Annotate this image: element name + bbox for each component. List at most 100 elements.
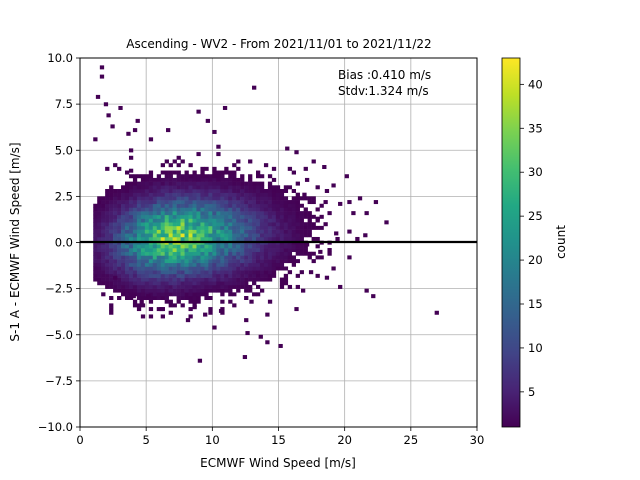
heatmap-cell [93, 203, 98, 208]
heatmap-cell [287, 214, 293, 219]
heatmap-cell [267, 248, 273, 253]
heatmap-cell [200, 177, 205, 182]
heatmap-cell [192, 196, 197, 201]
heatmap-cell [271, 200, 277, 205]
heatmap-cell [109, 296, 114, 300]
heatmap-cell [113, 251, 118, 256]
heatmap-cell [263, 207, 269, 212]
heatmap-cell [156, 200, 162, 205]
heatmap-cell [121, 273, 126, 278]
heatmap-cell [128, 270, 134, 275]
heatmap-cell [192, 236, 197, 241]
heatmap-cell [216, 185, 221, 190]
heatmap-cell [204, 270, 209, 275]
heatmap-cell [124, 170, 130, 175]
heatmap-cell [204, 255, 209, 260]
heatmap-cell [97, 196, 102, 201]
heatmap-cell [200, 214, 205, 219]
heatmap-cell [184, 225, 189, 230]
heatmap-cell [172, 251, 177, 256]
heatmap-cell [144, 244, 150, 249]
heatmap-cell [283, 203, 289, 208]
heatmap-cell [132, 277, 138, 282]
heatmap-cell [252, 211, 257, 216]
heatmap-cell [275, 255, 281, 260]
heatmap-cell [136, 277, 142, 282]
heatmap-cell [232, 270, 237, 275]
heatmap-cell [148, 288, 154, 293]
heatmap-cell [188, 314, 193, 319]
heatmap-cell [140, 181, 146, 186]
heatmap-cell [275, 259, 281, 264]
heatmap-cell [156, 188, 162, 193]
heatmap-cell [275, 233, 281, 238]
heatmap-cell [105, 166, 110, 171]
heatmap-cell [140, 211, 146, 216]
heatmap-cell [124, 207, 130, 212]
heatmap-cell [295, 236, 300, 241]
heatmap-cell [287, 248, 293, 253]
heatmap-cell [180, 200, 185, 205]
heatmap-outlier-cell [205, 118, 210, 123]
heatmap-cell [228, 277, 233, 282]
heatmap-cell [121, 211, 126, 216]
heatmap-cell [204, 196, 209, 201]
heatmap-cell [240, 270, 245, 275]
heatmap-cell [188, 273, 193, 278]
heatmap-outlier-cell [371, 294, 376, 299]
heatmap-cell [248, 177, 253, 182]
heatmap-cell [204, 288, 209, 293]
heatmap-cell [283, 218, 289, 223]
heatmap-cell [236, 266, 241, 271]
heatmap-cell [180, 196, 185, 201]
heatmap-cell [271, 207, 277, 212]
heatmap-cell [124, 288, 130, 293]
heatmap-cell [236, 177, 241, 182]
heatmap-cell [236, 203, 241, 208]
heatmap-cell [220, 214, 225, 219]
heatmap-cell [267, 200, 273, 205]
heatmap-cell [212, 251, 217, 256]
heatmap-cell [228, 255, 233, 260]
heatmap-cell [144, 207, 150, 212]
heatmap-cell [117, 259, 122, 264]
heatmap-cell [109, 277, 114, 282]
heatmap-cell [204, 207, 209, 212]
heatmap-cell [164, 255, 169, 260]
heatmap-cell [295, 211, 300, 216]
heatmap-cell [164, 292, 169, 297]
heatmap-cell [299, 270, 304, 275]
heatmap-cell [355, 236, 360, 241]
heatmap-cell [124, 211, 130, 216]
heatmap-cell [93, 222, 98, 227]
heatmap-cell [228, 211, 233, 216]
heatmap-cell [164, 174, 169, 179]
heatmap-cell [283, 233, 289, 238]
stdv-annotation: Stdv:1.324 m/s [338, 84, 429, 98]
heatmap-cell [101, 277, 106, 282]
heatmap-cell [180, 185, 185, 190]
heatmap-cell [136, 288, 142, 293]
heatmap-cell [279, 211, 285, 216]
heatmap-cell [236, 229, 241, 234]
heatmap-cell [291, 203, 297, 208]
heatmap-cell [148, 299, 154, 304]
heatmap-cell [121, 281, 126, 286]
heatmap-cell [216, 255, 221, 260]
heatmap-cell [291, 233, 297, 238]
heatmap-cell [156, 192, 162, 197]
heatmap-outlier-cell [364, 211, 369, 216]
heatmap-cell [220, 170, 225, 175]
heatmap-cell [204, 244, 209, 249]
heatmap-cell [291, 244, 297, 249]
heatmap-cell [101, 270, 106, 275]
heatmap-cell [160, 196, 165, 201]
heatmap-cell [180, 222, 185, 227]
heatmap-cell [208, 248, 213, 253]
heatmap-cell [267, 266, 273, 271]
heatmap-cell [192, 229, 197, 234]
heatmap-cell [212, 181, 217, 186]
heatmap-cell [228, 174, 233, 179]
heatmap-cell [244, 277, 249, 282]
heatmap-cell [263, 196, 269, 201]
